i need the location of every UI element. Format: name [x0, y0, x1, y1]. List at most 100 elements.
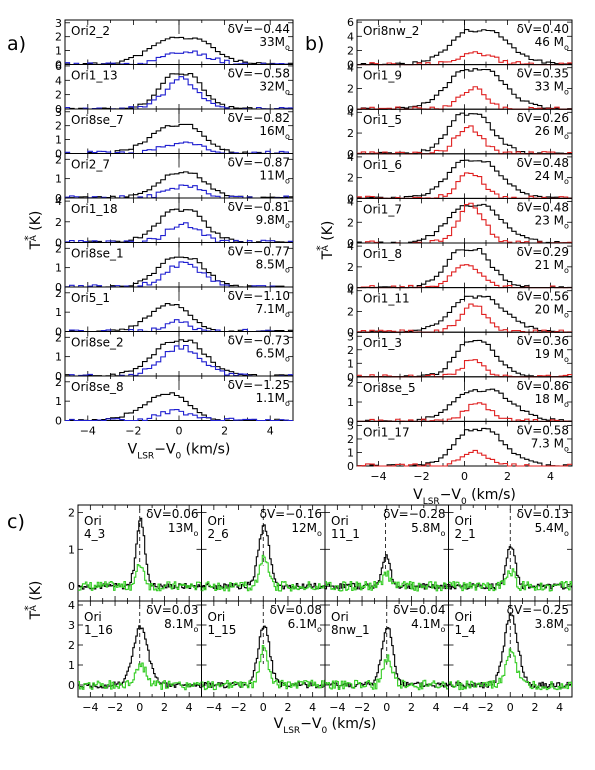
- source-name: Ori: [331, 610, 349, 624]
- x-tick-label: 0: [136, 701, 143, 714]
- y-axis-label-part: (K): [28, 581, 44, 606]
- spectrum-trace-secondary: [78, 662, 202, 691]
- spectrum-trace-secondary: [78, 564, 202, 592]
- y-tick-label: 3: [347, 419, 354, 432]
- y-tick-label: 0: [55, 148, 62, 161]
- mass-label: 6.5M: [256, 347, 285, 361]
- x-tick-label: −4: [82, 701, 98, 714]
- source-name: Ori: [331, 514, 349, 528]
- mass-subscript: o: [285, 132, 290, 141]
- x-tick-label: 2: [221, 425, 228, 438]
- y-tick-label: 6: [347, 16, 354, 29]
- y-tick-label: 2: [55, 31, 62, 44]
- x-tick-label: 4: [309, 701, 316, 714]
- mass-subscript: o: [564, 400, 569, 409]
- source-name: Ori2_2: [71, 24, 110, 38]
- mass-subscript: o: [564, 311, 569, 320]
- y-tick-label: 2: [347, 127, 354, 140]
- mass-subscript: o: [285, 88, 290, 97]
- mass-label: 33 M: [535, 80, 564, 94]
- source-name: Ori8se_7: [71, 113, 124, 127]
- spectrum-trace-secondary: [357, 449, 572, 467]
- delta-v-label: δV=0.26: [517, 111, 569, 125]
- x-tick-label: 4: [547, 470, 554, 483]
- y-tick-label: 4: [347, 151, 354, 164]
- spectrum-trace-secondary: [201, 554, 326, 592]
- y-tick-label: 2: [55, 153, 62, 166]
- spectrum-trace-secondary: [201, 645, 326, 691]
- spectrum-trace-secondary: [448, 648, 573, 691]
- mass-subscript: o: [441, 529, 446, 538]
- delta-v-label: δV=−0.25: [507, 603, 569, 617]
- source-name: Ori1_18: [71, 202, 118, 216]
- spectrum-trace-secondary: [65, 184, 293, 199]
- source-name: 4_3: [84, 527, 105, 541]
- y-tick-label: 2: [347, 82, 354, 95]
- source-name: Ori1_5: [363, 113, 402, 127]
- delta-v-label: δV=0.58: [517, 423, 569, 437]
- y-axis-label-sub: A: [29, 234, 39, 241]
- y-axis-label-sup: *: [22, 235, 35, 241]
- y-tick-label: 1: [55, 173, 62, 186]
- mass-label: 9.8M: [256, 213, 285, 227]
- source-name: 1_16: [84, 623, 113, 637]
- mass-subscript: o: [285, 310, 290, 319]
- y-tick-label: 1: [347, 446, 354, 459]
- source-name: Ori1_9: [363, 69, 402, 83]
- mass-label: 13M: [168, 521, 194, 535]
- y-tick-label: 0: [347, 282, 354, 295]
- x-tick-label: −2: [477, 701, 493, 714]
- y-tick-label: 1: [55, 395, 62, 408]
- y-tick-label: 2: [55, 242, 62, 255]
- mass-subscript: o: [285, 266, 290, 275]
- y-tick-label: 0: [347, 371, 354, 384]
- source-name: 1_15: [208, 623, 237, 637]
- x-tick-label: 4: [556, 701, 563, 714]
- mass-subscript: o: [194, 625, 199, 634]
- spectrum-trace-secondary: [65, 141, 293, 155]
- source-name: Ori8se_1: [71, 247, 124, 261]
- spectrum-trace-secondary: [448, 568, 573, 592]
- mass-label: 6.1M: [288, 617, 317, 631]
- y-tick-label: 0: [55, 59, 62, 72]
- spectrum-trace-secondary: [325, 654, 449, 691]
- mass-label: 7.1M: [256, 302, 285, 316]
- spectrum-panel: Ori1_15 δV=0.086.1M o −4 −2 0 2 4: [201, 600, 326, 714]
- x-tick-label: −4: [80, 425, 96, 438]
- mass-subscript: o: [317, 625, 322, 634]
- spectrum-panel: 0 1 2 3 4 Ori1_16 δV=0.038.1M o −4 −2 0 2 4: [68, 599, 202, 714]
- x-tick-label: 0: [260, 701, 267, 714]
- y-axis-label-part: (K): [320, 221, 336, 246]
- y-tick-label: 2: [55, 331, 62, 344]
- source-name: Ori1_7: [363, 202, 402, 216]
- y-tick-label: 2: [347, 377, 354, 390]
- y-tick-label: 0: [55, 281, 62, 294]
- mass-subscript: o: [564, 529, 569, 538]
- x-tick-label: −4: [453, 701, 469, 714]
- x-axis-label-part: −V: [154, 442, 176, 458]
- source-name: Ori: [84, 514, 102, 528]
- source-name: 2_1: [455, 527, 476, 541]
- y-axis-label-part: T: [28, 240, 44, 250]
- y-tick-label: 0: [347, 415, 354, 428]
- delta-v-label: δV=0.13: [517, 507, 569, 521]
- x-axis-label-text: VLSR−V0 (km/s): [128, 442, 231, 462]
- mass-label: 20 M: [535, 303, 564, 317]
- source-name: Ori: [455, 514, 473, 528]
- source-name: Ori8nw_2: [363, 24, 419, 38]
- x-axis-label-sub: 0: [461, 497, 467, 507]
- y-tick-label: 1: [68, 543, 75, 556]
- x-tick-label: 4: [267, 425, 274, 438]
- spectrum-trace-secondary: [65, 409, 293, 422]
- x-axis-label-text: VLSR−V0 (km/s): [413, 487, 516, 507]
- x-axis-label-part: V: [274, 716, 284, 732]
- y-tick-label: 2: [347, 305, 354, 318]
- panel-letter-b: b): [305, 33, 324, 55]
- y-tick-label: 1: [347, 357, 354, 370]
